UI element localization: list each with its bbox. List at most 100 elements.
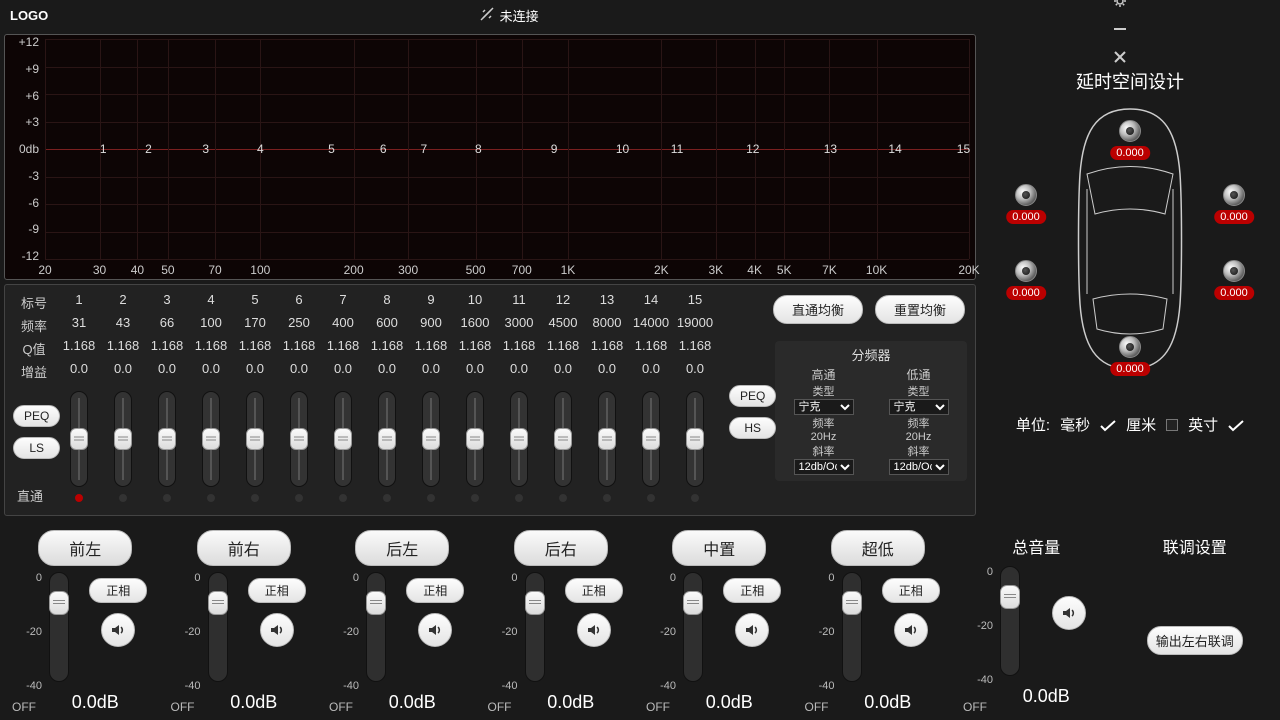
- eq-cell[interactable]: 0.0: [321, 360, 365, 383]
- band-bypass-dot[interactable]: [602, 493, 612, 503]
- channel-select-button[interactable]: 超低: [831, 530, 925, 566]
- bypass-eq-button[interactable]: 直通均衡: [773, 295, 863, 324]
- channel-gain-slider[interactable]: [49, 572, 69, 682]
- lp-type-select[interactable]: 宁克: [889, 399, 949, 415]
- delay-fl[interactable]: 0.000: [1006, 210, 1046, 224]
- band-bypass-dot[interactable]: [206, 493, 216, 503]
- eq-cell[interactable]: 250: [277, 314, 321, 337]
- speaker-rl-icon[interactable]: [1015, 260, 1037, 282]
- eq-cell[interactable]: 1.168: [189, 337, 233, 360]
- eq-cell[interactable]: 10: [453, 291, 497, 314]
- eq-cell[interactable]: 1.168: [585, 337, 629, 360]
- phase-button[interactable]: 正相: [89, 578, 147, 603]
- eq-cell[interactable]: 600: [365, 314, 409, 337]
- band-bypass-dot[interactable]: [338, 493, 348, 503]
- eq-cell[interactable]: 1.168: [145, 337, 189, 360]
- eq-cell[interactable]: 1.168: [673, 337, 717, 360]
- delay-sub[interactable]: 0.000: [1110, 362, 1150, 376]
- band-bypass-dot[interactable]: [118, 493, 128, 503]
- eq-band-slider[interactable]: [158, 391, 176, 487]
- channel-gain-slider[interactable]: [683, 572, 703, 682]
- eq-band-slider[interactable]: [598, 391, 616, 487]
- eq-cell[interactable]: 400: [321, 314, 365, 337]
- speaker-sub-icon[interactable]: [1119, 336, 1141, 358]
- eq-band-slider[interactable]: [334, 391, 352, 487]
- eq-band-slider[interactable]: [686, 391, 704, 487]
- eq-cell[interactable]: 0.0: [189, 360, 233, 383]
- speaker-fl-icon[interactable]: [1015, 184, 1037, 206]
- eq-type-button[interactable]: PEQ: [13, 405, 60, 427]
- eq-cell[interactable]: 14000: [629, 314, 673, 337]
- phase-button[interactable]: 正相: [406, 578, 464, 603]
- xo-type-button[interactable]: PEQ: [729, 385, 776, 407]
- eq-cell[interactable]: 1.168: [321, 337, 365, 360]
- channel-select-button[interactable]: 前右: [197, 530, 291, 566]
- channel-gain-slider[interactable]: [1000, 566, 1020, 676]
- eq-cell[interactable]: 4500: [541, 314, 585, 337]
- eq-cell[interactable]: 1.168: [453, 337, 497, 360]
- eq-band-slider[interactable]: [70, 391, 88, 487]
- channel-select-button[interactable]: 中置: [672, 530, 766, 566]
- band-bypass-dot[interactable]: [514, 493, 524, 503]
- band-bypass-dot[interactable]: [646, 493, 656, 503]
- eq-cell[interactable]: 43: [101, 314, 145, 337]
- eq-cell[interactable]: 15: [673, 291, 717, 314]
- eq-cell[interactable]: 0.0: [101, 360, 145, 383]
- eq-cell[interactable]: 6: [277, 291, 321, 314]
- phase-button[interactable]: 正相: [248, 578, 306, 603]
- band-bypass-dot[interactable]: [162, 493, 172, 503]
- eq-cell[interactable]: 0.0: [453, 360, 497, 383]
- eq-cell[interactable]: 900: [409, 314, 453, 337]
- eq-cell[interactable]: 8000: [585, 314, 629, 337]
- channel-select-button[interactable]: 后左: [355, 530, 449, 566]
- mute-button[interactable]: [735, 613, 769, 647]
- eq-band-slider[interactable]: [290, 391, 308, 487]
- band-bypass-dot[interactable]: [294, 493, 304, 503]
- delay-rr[interactable]: 0.000: [1214, 286, 1254, 300]
- mute-button[interactable]: [894, 613, 928, 647]
- eq-cell[interactable]: 7: [321, 291, 365, 314]
- eq-cell[interactable]: 0.0: [497, 360, 541, 383]
- master-mute-button[interactable]: [1052, 596, 1086, 630]
- eq-cell[interactable]: 14: [629, 291, 673, 314]
- output-link-button[interactable]: 输出左右联调: [1147, 626, 1243, 655]
- speaker-center-icon[interactable]: [1119, 120, 1141, 142]
- mute-button[interactable]: [101, 613, 135, 647]
- delay-fr[interactable]: 0.000: [1214, 210, 1254, 224]
- eq-type-button[interactable]: LS: [13, 437, 60, 459]
- eq-band-slider[interactable]: [202, 391, 220, 487]
- band-bypass-dot[interactable]: [470, 493, 480, 503]
- unit-cm[interactable]: 厘米: [1126, 414, 1156, 435]
- eq-cell[interactable]: 1.168: [409, 337, 453, 360]
- band-bypass-dot[interactable]: [250, 493, 260, 503]
- eq-cell[interactable]: 19000: [673, 314, 717, 337]
- band-bypass-dot[interactable]: [382, 493, 392, 503]
- eq-cell[interactable]: 0.0: [585, 360, 629, 383]
- delay-rl[interactable]: 0.000: [1006, 286, 1046, 300]
- eq-cell[interactable]: 0.0: [277, 360, 321, 383]
- eq-cell[interactable]: 66: [145, 314, 189, 337]
- phase-button[interactable]: 正相: [565, 578, 623, 603]
- channel-gain-slider[interactable]: [842, 572, 862, 682]
- phase-button[interactable]: 正相: [882, 578, 940, 603]
- unit-ms[interactable]: 毫秒: [1060, 414, 1090, 435]
- hp-slope-select[interactable]: 12db/Oct: [794, 459, 854, 475]
- lp-slope-select[interactable]: 12db/Oct: [889, 459, 949, 475]
- eq-cell[interactable]: 1.168: [365, 337, 409, 360]
- eq-band-slider[interactable]: [642, 391, 660, 487]
- band-bypass-dot[interactable]: [690, 493, 700, 503]
- eq-cell[interactable]: 1.168: [277, 337, 321, 360]
- eq-cell[interactable]: 2: [101, 291, 145, 314]
- eq-cell[interactable]: 0.0: [673, 360, 717, 383]
- eq-cell[interactable]: 0.0: [233, 360, 277, 383]
- eq-cell[interactable]: 5: [233, 291, 277, 314]
- gear-icon[interactable]: [1113, 0, 1127, 8]
- hp-type-select[interactable]: 宁克: [794, 399, 854, 415]
- eq-cell[interactable]: 1.168: [101, 337, 145, 360]
- eq-cell[interactable]: 13: [585, 291, 629, 314]
- eq-cell[interactable]: 11: [497, 291, 541, 314]
- channel-gain-slider[interactable]: [366, 572, 386, 682]
- eq-cell[interactable]: 1.168: [57, 337, 101, 360]
- eq-cell[interactable]: 0.0: [57, 360, 101, 383]
- band-bypass-dot[interactable]: [74, 493, 84, 503]
